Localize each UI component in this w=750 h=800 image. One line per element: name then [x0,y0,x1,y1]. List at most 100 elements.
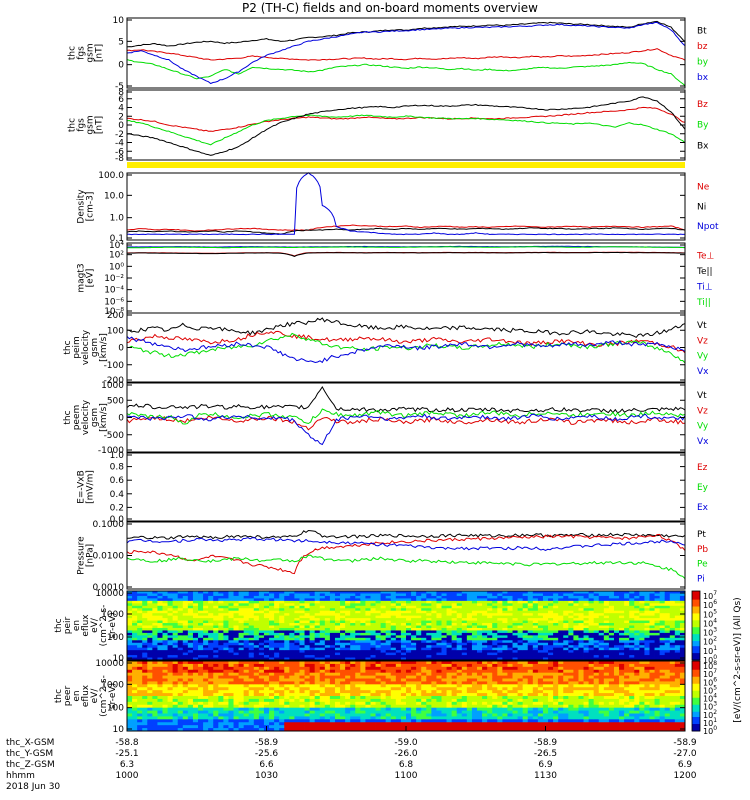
spectrogram-cell [309,690,316,694]
spectrogram-cell [284,657,290,661]
legend-Pb: Pb [697,545,708,555]
spectrogram-cell [218,701,224,706]
spectrogram-cell [492,623,498,626]
spectrogram-cell [132,698,138,703]
spectrogram-cell [294,637,300,641]
spectrogram-cell [309,593,316,597]
series-line-Bt [126,20,686,48]
spectrogram-cell [192,681,199,685]
spectrogram-cell [243,710,250,714]
spectrogram-cell [172,657,179,661]
spectrogram-cell [527,620,534,624]
spectrogram-cell [127,678,133,682]
spectrogram-cell [426,713,432,717]
spectrogram-cell [284,696,290,700]
spectrogram-cell [208,595,214,599]
spectrogram-cell [624,652,630,656]
spectrogram-cell [142,618,148,621]
spectrogram-cell [527,657,534,661]
spectrogram-cell [213,672,219,676]
spectrogram-cell [629,627,635,631]
spectrogram-cell [198,598,204,602]
spectrogram-cell [269,655,275,658]
spectrogram-cell [284,704,290,709]
spectrogram-cell [370,678,376,682]
spectrogram-cell [304,613,311,617]
spectrogram-cell [345,630,351,634]
spectrogram-cell [679,618,686,621]
y-label-line: thc [54,618,64,632]
spectrogram-cell [208,610,214,614]
spectrogram-cell [441,625,447,629]
spectrogram-cell [137,696,143,700]
spectrogram-cell [436,655,442,658]
spectrogram-cell [142,632,148,636]
spectrogram-cell [634,645,640,649]
spectrogram-cell [263,640,270,644]
spectrogram-cell [228,595,234,599]
spectrogram-cell [355,591,361,594]
spectrogram-cell [654,615,661,619]
spectrogram-cell [324,591,331,594]
legend-By: By [697,121,709,131]
spectrogram-cell [416,613,422,617]
spectrogram-cell [334,655,341,658]
spectrogram-cell [132,613,138,617]
spectrogram-cell [471,650,478,653]
spectrogram-cell [654,618,661,621]
spectrogram-cell [416,593,422,597]
spectrogram-cell [314,657,321,661]
spectrogram-cell [471,710,478,714]
spectrogram-cell [142,635,148,639]
spectrogram-cell [482,625,488,629]
y-label-line: fgs [77,46,87,60]
spectrogram-cell [334,675,341,679]
spectrogram-cell [167,710,174,714]
spectrogram-cell [477,630,483,634]
spectrogram-cell [477,669,483,674]
spectrogram-cell [152,725,158,729]
spectrogram-cell [624,591,630,594]
spectrogram-cell [542,603,549,607]
spectrogram-cell [182,637,189,641]
spectrogram-cell [629,600,635,604]
spectrogram-cell [431,632,437,636]
spectrogram-cell [380,698,387,703]
spectrogram-cell [416,684,422,688]
spectrogram-cell [395,693,402,697]
spectrogram-cell [284,713,290,717]
spectrogram-cell [487,598,493,602]
spectrogram-cell [203,603,209,607]
spectrogram-cell [487,593,493,597]
spectrogram-cell [466,598,473,602]
spectrogram-cell [487,713,493,717]
spectrogram-cell [385,657,392,661]
spectrogram-cell [238,650,245,653]
spectrogram-cell [132,663,138,668]
spectrogram-cell [624,610,630,614]
spectrogram-cell [426,610,432,614]
spectrogram-cell [537,613,544,617]
spectrogram-cell [279,675,285,679]
spectrogram-cell [461,681,468,685]
series-line-Vz [126,330,686,354]
spectrogram-cell [451,627,458,631]
spectrogram-cell [664,610,671,614]
spectrogram-cell [132,687,138,691]
spectrogram-cell [243,595,250,599]
spectrogram-cell [324,630,331,634]
spectrogram-cell [517,645,524,649]
spectrogram-cell [213,613,219,617]
spectrogram-cell [258,678,265,682]
spectrogram-cell [243,640,250,644]
spectrogram-cell [664,605,671,609]
spectrogram-cell [132,693,138,697]
spectrogram-cell [142,603,148,607]
spectrogram-cell [340,678,346,682]
spectrogram-cell [522,630,529,634]
spectrogram-cell [299,687,305,691]
spectrogram-cell [532,605,539,609]
spectrogram-cell [385,678,392,682]
spectrogram-cell [177,645,184,649]
spectrogram-cell [492,645,498,649]
